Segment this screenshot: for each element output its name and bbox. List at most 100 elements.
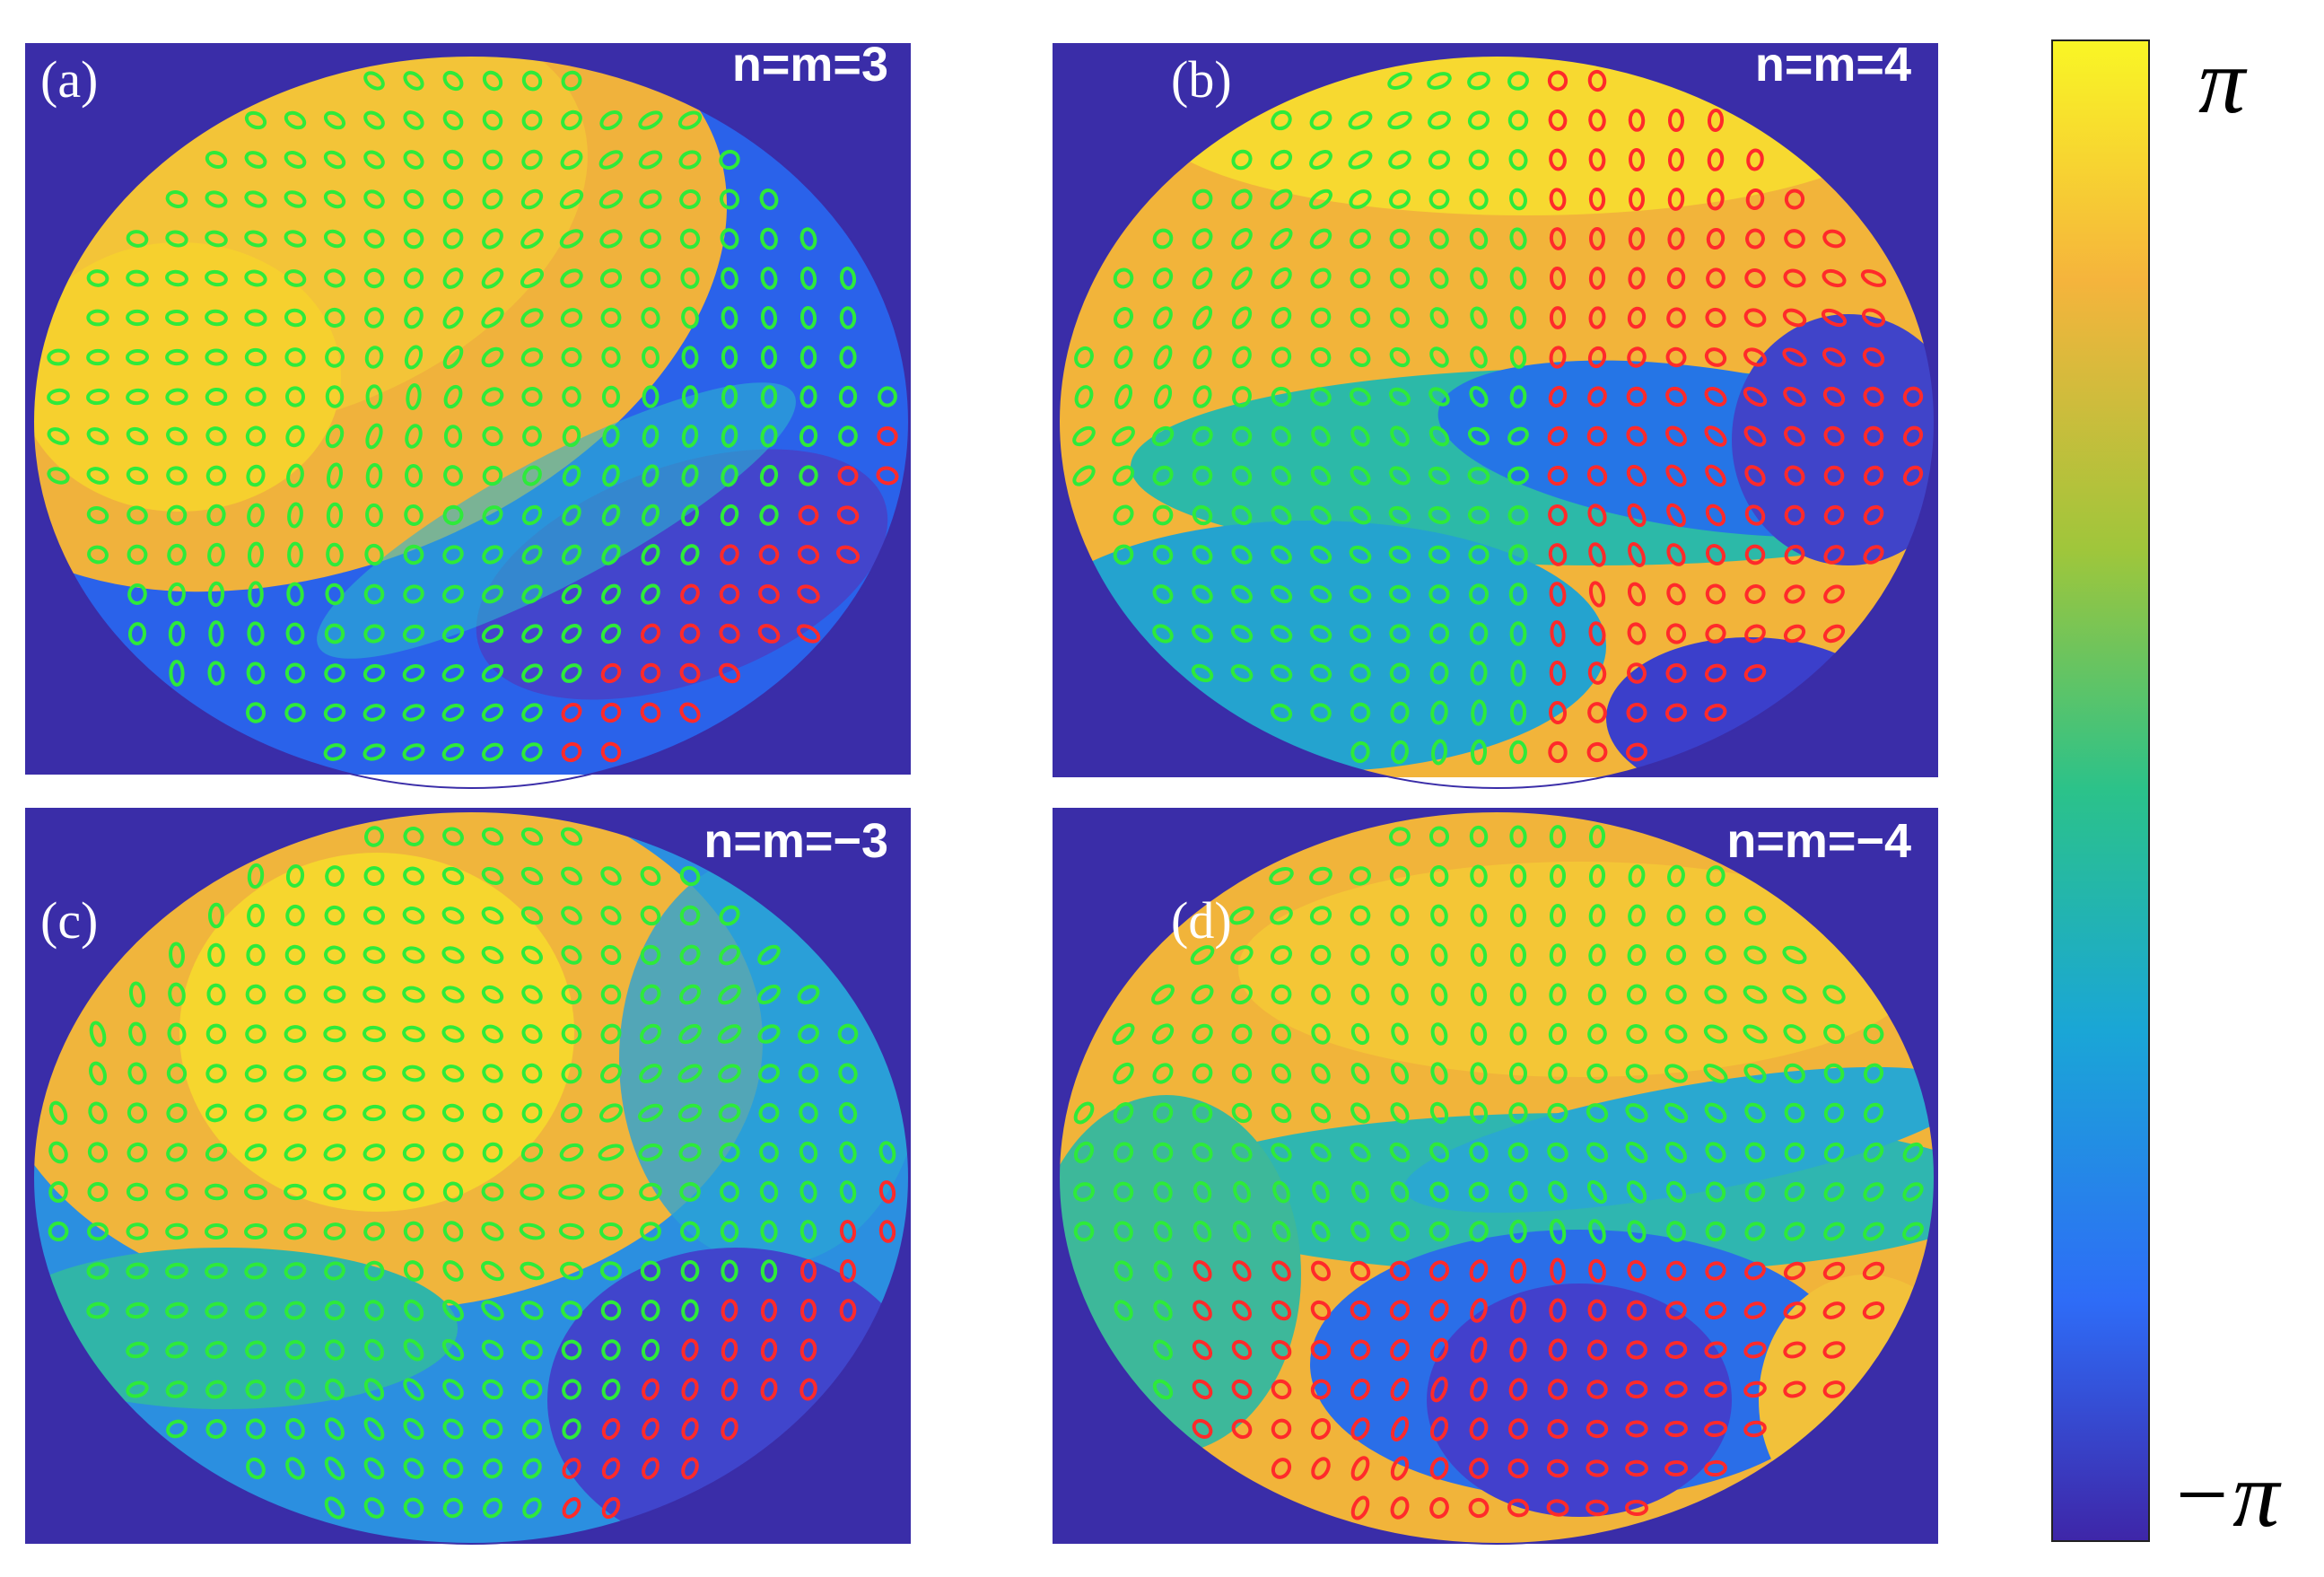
polarization-ellipse [1744,1181,1766,1203]
polarization-ellipse [602,425,620,448]
polarization-ellipse [284,1064,307,1082]
polarization-ellipse [1586,1380,1608,1399]
polarization-ellipse [562,425,581,448]
polarization-ellipse [1743,347,1767,367]
polarization-ellipse [522,465,542,486]
polarization-ellipse [284,110,307,130]
polarization-ellipse [1665,1260,1687,1282]
polarization-ellipse [1271,1063,1292,1084]
polarization-ellipse [1311,984,1331,1005]
polarization-ellipse [285,864,305,888]
polarization-ellipse [86,467,109,485]
polarization-ellipse [1309,188,1332,210]
polarization-ellipse [1469,227,1489,250]
polarization-ellipse [1390,1416,1410,1441]
polarization-ellipse [166,426,188,446]
polarization-ellipse [86,427,109,445]
polarization-ellipse [1310,387,1332,407]
polarization-ellipse [1388,584,1411,604]
polarization-ellipse [1586,1459,1609,1477]
polarization-ellipse [760,1299,778,1322]
polarization-ellipse [638,150,663,170]
polarization-ellipse [1153,1260,1173,1282]
polarization-ellipse [679,662,701,684]
polarization-ellipse [519,1222,546,1240]
polarization-ellipse [206,983,226,1006]
polarization-ellipse [1271,425,1292,447]
polarization-ellipse [1348,150,1373,170]
polarization-ellipse [601,583,621,605]
polarization-ellipse [1667,864,1685,888]
polarization-ellipse [48,1100,68,1126]
polarization-ellipse [681,1378,699,1401]
polarization-ellipse [1586,1142,1609,1163]
polarization-ellipse [1350,307,1371,329]
polarization-ellipse [1549,904,1567,927]
polarization-ellipse [1863,465,1884,486]
polarization-ellipse [442,1260,464,1282]
polarization-ellipse [365,384,383,409]
polarization-ellipse [207,661,225,686]
polarization-ellipse [363,189,385,209]
polarization-ellipse [1782,985,1807,1004]
polarization-ellipse [1902,425,1924,447]
polarization-ellipse [403,1260,424,1282]
polarization-ellipse [1152,228,1174,250]
polarization-ellipse [403,228,424,250]
polarization-ellipse [1230,945,1254,965]
polarization-ellipse [1310,1102,1332,1124]
polarization-ellipse [166,504,188,526]
polarization-ellipse [1862,1261,1885,1281]
polarization-ellipse [1823,1142,1845,1163]
polarization-ellipse [1152,624,1174,644]
polarization-ellipse [324,623,345,644]
polarization-ellipse [48,1141,68,1164]
polarization-ellipse [1627,582,1647,607]
polarization-ellipse [1232,1300,1252,1321]
polarization-ellipse [600,623,622,644]
polarization-ellipse [323,1222,346,1240]
polarization-ellipse [245,387,266,407]
polarization-ellipse [796,624,821,644]
polarization-ellipse [758,544,780,565]
polarization-ellipse [1823,425,1845,447]
polarization-ellipse [878,1141,896,1164]
polarization-ellipse [1743,985,1768,1004]
polarization-ellipse [1349,545,1372,565]
polarization-ellipse [640,623,661,644]
polarization-ellipse [205,426,227,446]
polarization-ellipse [601,346,621,368]
polarization-ellipse [284,1379,306,1400]
polarization-ellipse [1549,148,1567,171]
polarization-ellipse [1743,906,1767,925]
polarization-ellipse [166,1063,188,1084]
polarization-ellipse [1822,1341,1846,1359]
polarization-ellipse [1743,1380,1767,1398]
polarization-ellipse [1509,227,1527,250]
polarization-ellipse [1627,1259,1647,1283]
polarization-ellipse [721,346,738,369]
polarization-ellipse [403,150,424,170]
polarization-ellipse [1388,546,1411,564]
polarization-ellipse [799,267,817,290]
polarization-ellipse [86,269,109,287]
polarization-ellipse [287,502,303,529]
polarization-ellipse [679,189,701,209]
polarization-ellipse [86,348,109,366]
polarization-ellipse [677,110,703,130]
polarization-ellipse [1706,865,1726,887]
polarization-ellipse [1271,1220,1291,1243]
polarization-ellipse [482,425,503,447]
polarization-ellipse [442,1458,464,1479]
polarization-ellipse [1349,584,1372,604]
polarization-ellipse [1744,1222,1766,1241]
polarization-ellipse [1665,663,1687,683]
polarization-ellipse [1863,1182,1884,1202]
polarization-ellipse [165,1380,188,1398]
polarization-ellipse [1192,465,1213,486]
polarization-ellipse [482,1418,503,1440]
polarization-ellipse [1390,307,1410,329]
polarization-ellipse [601,504,621,527]
panel-b: (b) n=m=4 [1053,38,1938,789]
polarization-ellipse [323,110,346,130]
